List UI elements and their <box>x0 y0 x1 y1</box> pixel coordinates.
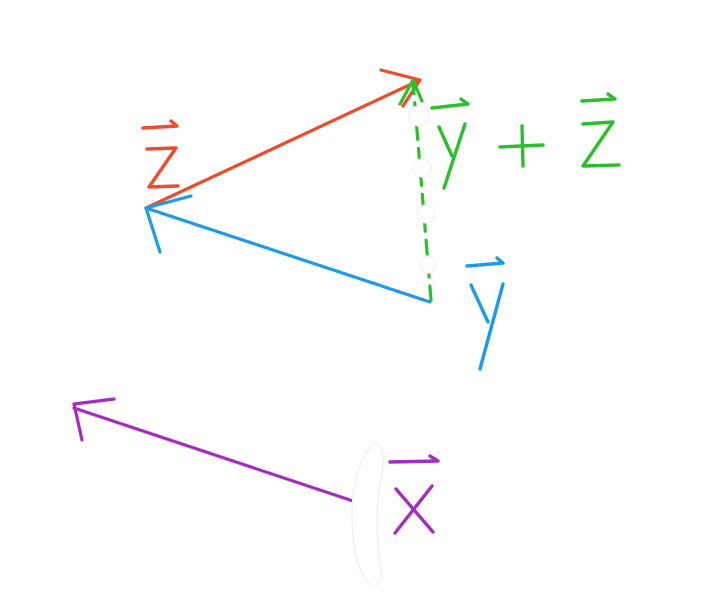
sum-term-y-arrow-icon <box>430 97 470 110</box>
vector-z <box>144 68 422 210</box>
sum-term-z-letter <box>581 120 621 168</box>
eraser-mark <box>412 158 432 178</box>
eraser-mark <box>351 441 384 586</box>
vector-x-label <box>388 454 440 535</box>
vector-y <box>144 194 432 304</box>
sum-term-z-arrow-icon <box>580 92 617 103</box>
vector-z-arrowhead <box>379 68 422 108</box>
vector-y-label-arrow-icon <box>465 256 505 268</box>
eraser-mark <box>408 105 430 127</box>
vector-z-shaft <box>144 78 422 210</box>
vector-x-label-arrow-icon <box>388 454 440 464</box>
sum-expression-label <box>430 92 621 190</box>
vector-z-label <box>141 119 180 189</box>
eraser-mark <box>419 256 437 274</box>
sum-term-z <box>580 92 621 168</box>
vector-y-plus-z <box>398 78 437 302</box>
vector-z-label-arrow-icon <box>141 119 179 130</box>
sum-term-y <box>430 97 470 190</box>
vector-x-label-letter <box>393 484 435 535</box>
vector-x-shaft <box>72 406 361 505</box>
sum-term-y-letter <box>437 122 467 190</box>
vector-y-arrowhead <box>144 194 193 254</box>
vector-z-label-letter <box>145 146 180 189</box>
vector-y-label <box>465 256 505 371</box>
eraser-mark <box>416 204 436 224</box>
vector-y-plus-z-arrowhead <box>398 78 424 106</box>
vector-y-label-letter <box>469 282 505 371</box>
plus-operator <box>498 124 545 168</box>
vector-y-shaft <box>144 206 432 304</box>
vector-x <box>72 397 361 505</box>
vector-x-arrowhead <box>72 397 116 442</box>
